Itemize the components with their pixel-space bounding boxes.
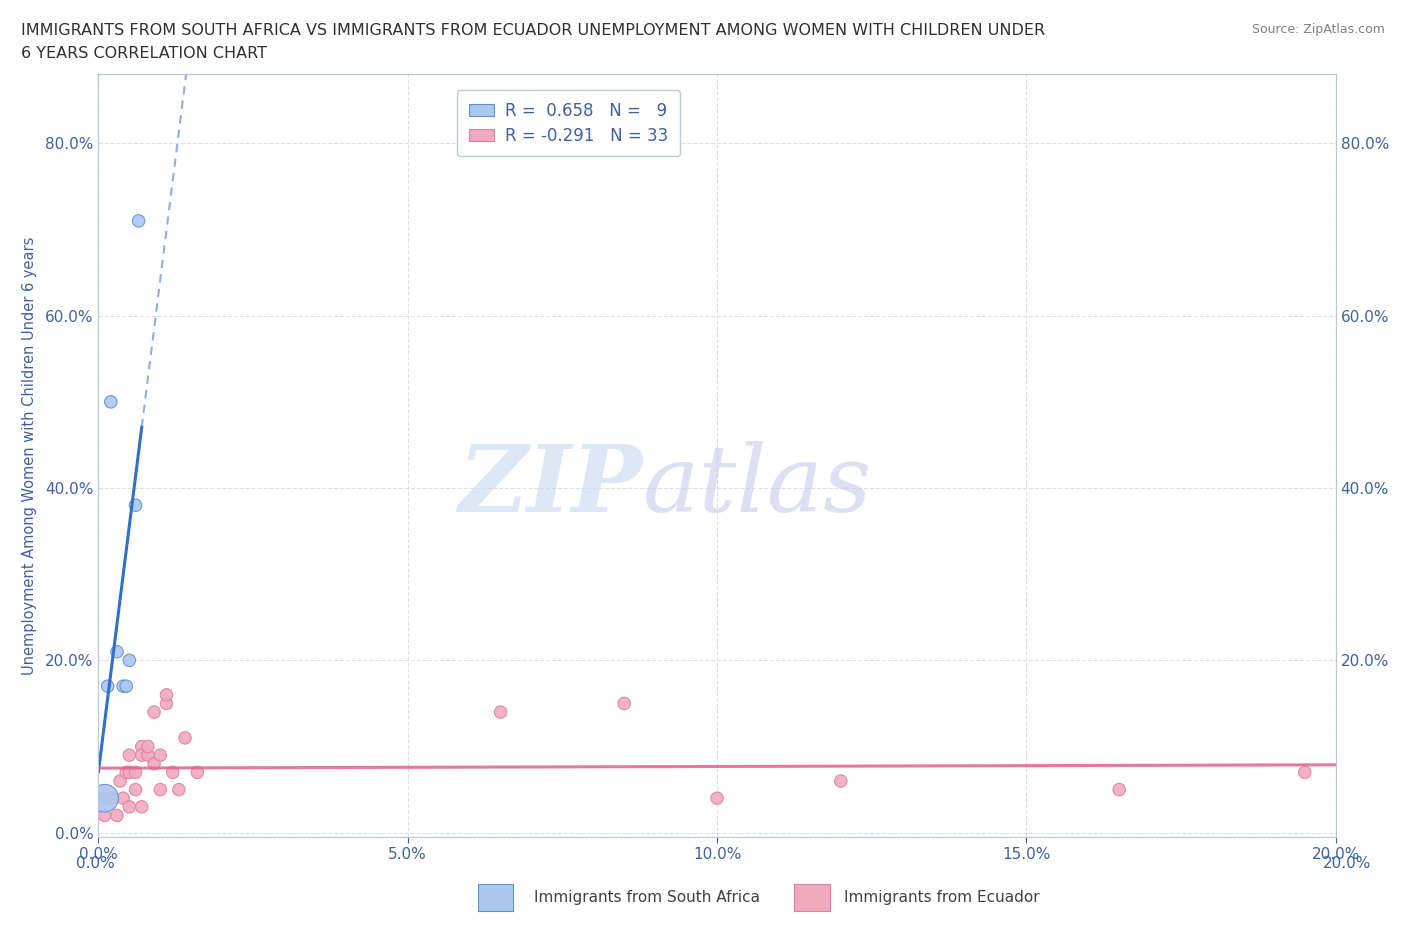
Text: 0.0%: 0.0% [76,856,115,870]
Point [118,765,141,780]
Point [131,800,153,815]
Point [613,696,636,711]
Point [167,782,190,797]
Text: Immigrants from South Africa: Immigrants from South Africa [534,890,761,905]
Point [155,687,177,702]
Point [118,748,141,763]
Point [108,774,131,789]
Text: 6 YEARS CORRELATION CHART: 6 YEARS CORRELATION CHART [21,46,267,61]
Point [105,808,128,823]
Point [105,644,128,659]
Point [162,765,184,780]
Point [112,679,135,694]
Point [100,790,122,805]
Point [131,748,153,763]
Point [489,705,512,720]
Text: atlas: atlas [643,441,872,531]
Point [136,748,159,763]
Text: Source: ZipAtlas.com: Source: ZipAtlas.com [1251,23,1385,36]
Y-axis label: Unemployment Among Women with Children Under 6 years: Unemployment Among Women with Children U… [21,236,37,675]
Point [136,739,159,754]
Text: ZIP: ZIP [458,441,643,531]
Point [1108,782,1130,797]
Point [115,765,138,780]
Point [115,679,138,694]
Point [143,705,166,720]
Point [100,394,122,409]
Point [149,782,172,797]
Legend: R =  0.658   N =   9, R = -0.291   N = 33: R = 0.658 N = 9, R = -0.291 N = 33 [457,90,681,156]
Point [149,748,172,763]
Point [1294,765,1316,780]
Point [124,782,146,797]
Point [706,790,728,805]
Point [97,679,120,694]
Point [118,653,141,668]
Point [93,808,115,823]
Point [155,696,177,711]
Point [174,730,197,745]
Point [124,498,146,512]
Text: 20.0%: 20.0% [1323,856,1371,870]
Point [131,739,153,754]
Point [112,790,135,805]
Point [93,790,115,805]
Text: Immigrants from Ecuador: Immigrants from Ecuador [844,890,1039,905]
Point [143,756,166,771]
Point [830,774,852,789]
Point [124,765,146,780]
Point [128,214,150,229]
Point [186,765,208,780]
Point [118,800,141,815]
Point [93,790,115,805]
Text: IMMIGRANTS FROM SOUTH AFRICA VS IMMIGRANTS FROM ECUADOR UNEMPLOYMENT AMONG WOMEN: IMMIGRANTS FROM SOUTH AFRICA VS IMMIGRAN… [21,23,1045,38]
